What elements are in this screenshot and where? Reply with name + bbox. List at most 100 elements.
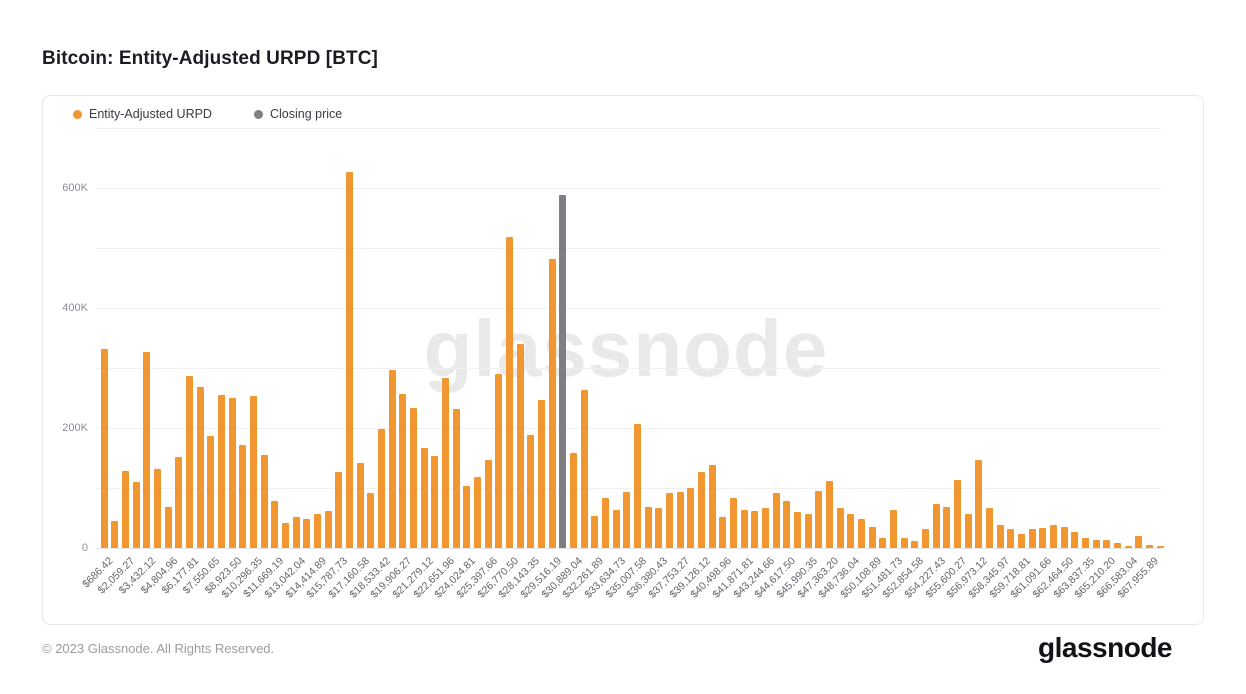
urpd-bar[interactable] <box>218 395 226 548</box>
urpd-bar[interactable] <box>943 507 951 548</box>
urpd-bar[interactable] <box>783 500 791 548</box>
urpd-bar[interactable] <box>175 457 183 548</box>
urpd-bar[interactable] <box>1071 532 1079 548</box>
urpd-bar[interactable] <box>548 258 556 548</box>
urpd-bar[interactable] <box>1082 537 1090 548</box>
urpd-bar[interactable] <box>634 424 642 548</box>
urpd-bar[interactable] <box>506 237 514 548</box>
urpd-bar[interactable] <box>1018 534 1026 548</box>
urpd-bar[interactable] <box>676 492 684 548</box>
urpd-bar[interactable] <box>644 507 652 548</box>
urpd-bar[interactable] <box>687 488 695 548</box>
urpd-bar[interactable] <box>1135 536 1143 548</box>
urpd-bar[interactable] <box>250 396 258 548</box>
urpd-bar[interactable] <box>1028 528 1036 548</box>
urpd-bar[interactable] <box>495 374 503 548</box>
legend-item-closing-price[interactable]: Closing price <box>253 107 342 121</box>
urpd-bar[interactable] <box>612 510 620 548</box>
urpd-bar[interactable] <box>719 516 727 548</box>
urpd-bar[interactable] <box>378 429 386 548</box>
urpd-bar[interactable] <box>740 509 748 548</box>
urpd-bar[interactable] <box>314 514 322 548</box>
urpd-bar[interactable] <box>239 444 247 548</box>
urpd-bar[interactable] <box>730 497 738 548</box>
urpd-bar[interactable] <box>260 455 268 548</box>
urpd-bar[interactable] <box>1050 525 1058 548</box>
urpd-bar[interactable] <box>954 480 962 548</box>
urpd-bar[interactable] <box>794 512 802 548</box>
urpd-bar[interactable] <box>1103 539 1111 548</box>
urpd-bar[interactable] <box>196 387 204 548</box>
urpd-bar[interactable] <box>431 456 439 548</box>
urpd-bar[interactable] <box>516 344 524 548</box>
closing-price-marker[interactable] <box>559 195 567 548</box>
urpd-bar[interactable] <box>228 398 236 548</box>
urpd-bar[interactable] <box>964 514 972 548</box>
urpd-bar[interactable] <box>484 459 492 548</box>
urpd-bar[interactable] <box>1114 542 1122 548</box>
urpd-bar[interactable] <box>826 480 834 548</box>
urpd-bar[interactable] <box>335 471 343 548</box>
urpd-bar[interactable] <box>751 511 759 548</box>
urpd-bar[interactable] <box>420 447 428 548</box>
urpd-bar[interactable] <box>346 171 354 548</box>
urpd-bar[interactable] <box>356 462 364 548</box>
urpd-bar[interactable] <box>698 472 706 548</box>
urpd-bar[interactable] <box>708 465 716 548</box>
urpd-bar[interactable] <box>474 477 482 548</box>
legend-item-urpd[interactable]: Entity-Adjusted URPD <box>73 107 212 121</box>
urpd-bar[interactable] <box>570 453 578 548</box>
urpd-bar[interactable] <box>986 507 994 548</box>
urpd-bar[interactable] <box>527 435 535 548</box>
urpd-bar[interactable] <box>666 492 674 548</box>
urpd-bar[interactable] <box>324 510 332 548</box>
urpd-bar[interactable] <box>868 527 876 548</box>
urpd-bar[interactable] <box>591 516 599 548</box>
urpd-bar[interactable] <box>154 469 162 548</box>
urpd-bar[interactable] <box>282 522 290 548</box>
urpd-bar[interactable] <box>164 507 172 548</box>
urpd-bar[interactable] <box>1124 546 1132 548</box>
urpd-bar[interactable] <box>292 516 300 548</box>
urpd-bar[interactable] <box>1007 528 1015 548</box>
urpd-bar[interactable] <box>271 501 279 548</box>
urpd-bar[interactable] <box>1146 545 1154 548</box>
urpd-bar[interactable] <box>836 508 844 548</box>
urpd-bar[interactable] <box>623 492 631 548</box>
urpd-bar[interactable] <box>399 393 407 548</box>
urpd-bar[interactable] <box>538 400 546 548</box>
urpd-bar[interactable] <box>132 482 140 548</box>
urpd-bar[interactable] <box>1092 540 1100 548</box>
urpd-bar[interactable] <box>303 519 311 548</box>
urpd-bar[interactable] <box>890 510 898 548</box>
urpd-bar[interactable] <box>655 508 663 548</box>
urpd-bar[interactable] <box>1039 527 1047 548</box>
urpd-bar[interactable] <box>975 460 983 548</box>
urpd-bar[interactable] <box>762 507 770 548</box>
urpd-bar[interactable] <box>186 376 194 548</box>
urpd-bar[interactable] <box>143 352 151 548</box>
urpd-bar[interactable] <box>207 436 215 548</box>
urpd-bar[interactable] <box>922 529 930 548</box>
urpd-bar[interactable] <box>911 540 919 548</box>
urpd-bar[interactable] <box>772 492 780 548</box>
urpd-bar[interactable] <box>442 377 450 548</box>
urpd-bar[interactable] <box>111 521 119 548</box>
urpd-bar[interactable] <box>804 514 812 548</box>
urpd-bar[interactable] <box>858 518 866 548</box>
urpd-bar[interactable] <box>122 471 130 548</box>
urpd-bar[interactable] <box>100 348 108 548</box>
urpd-bar[interactable] <box>410 407 418 548</box>
urpd-bar[interactable] <box>463 485 471 548</box>
urpd-bar[interactable] <box>580 390 588 548</box>
urpd-bar[interactable] <box>602 497 610 548</box>
urpd-bar[interactable] <box>1060 527 1068 548</box>
urpd-bar[interactable] <box>932 504 940 548</box>
urpd-bar[interactable] <box>388 369 396 548</box>
urpd-bar[interactable] <box>815 491 823 548</box>
urpd-bar[interactable] <box>367 493 375 548</box>
urpd-bar[interactable] <box>847 514 855 548</box>
urpd-bar[interactable] <box>900 537 908 548</box>
urpd-bar[interactable] <box>452 409 460 548</box>
urpd-bar[interactable] <box>996 525 1004 548</box>
